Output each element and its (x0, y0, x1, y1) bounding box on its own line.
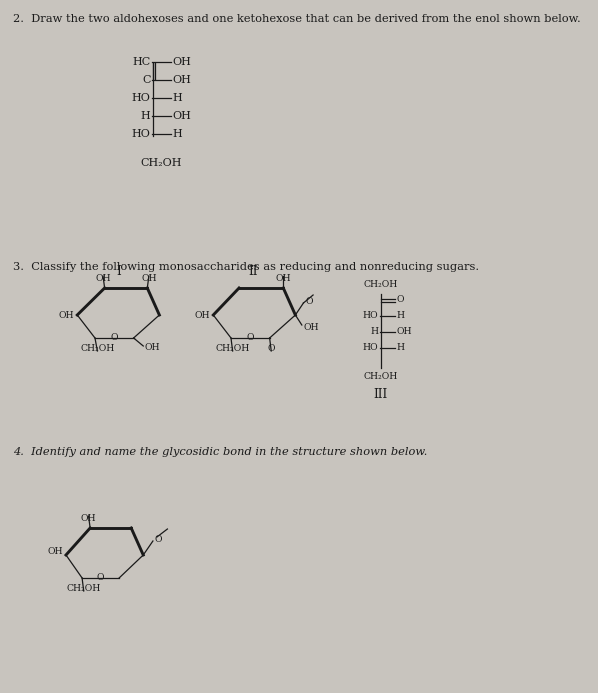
Text: OH: OH (59, 310, 74, 319)
Text: H: H (397, 311, 405, 320)
Text: OH: OH (397, 328, 413, 337)
Text: C: C (142, 75, 151, 85)
Text: CH₂OH: CH₂OH (364, 280, 398, 289)
Text: CH₂OH: CH₂OH (80, 344, 115, 353)
Text: OH: OH (172, 75, 191, 85)
Text: O: O (246, 333, 254, 342)
Text: O: O (397, 295, 404, 304)
Text: H: H (172, 129, 182, 139)
Text: OH: OH (95, 274, 111, 283)
Text: O: O (97, 574, 105, 583)
Text: H: H (370, 328, 379, 337)
Text: 4.  Identify and name the glycosidic bond in the structure shown below.: 4. Identify and name the glycosidic bond… (13, 447, 427, 457)
Text: 3.  Classify the following monosaccharides as reducing and nonreducing sugars.: 3. Classify the following monosaccharide… (13, 262, 479, 272)
Text: CH₂OH: CH₂OH (215, 344, 250, 353)
Text: O: O (111, 333, 118, 342)
Text: O: O (305, 297, 313, 306)
Text: 2.  Draw the two aldohexoses and one ketohexose that can be derived from the eno: 2. Draw the two aldohexoses and one keto… (13, 14, 581, 24)
Text: CH₂OH: CH₂OH (66, 584, 101, 593)
Text: CH₂OH: CH₂OH (364, 372, 398, 381)
Text: CH₂OH: CH₂OH (140, 158, 182, 168)
Text: I: I (117, 265, 121, 278)
Text: III: III (374, 388, 388, 401)
Text: HO: HO (132, 129, 151, 139)
Text: HO: HO (362, 344, 379, 353)
Text: OH: OH (172, 111, 191, 121)
Text: H: H (172, 93, 182, 103)
Text: OH: OH (276, 274, 291, 283)
Text: II: II (249, 265, 258, 278)
Text: HC: HC (132, 57, 151, 67)
Text: H: H (397, 344, 405, 353)
Text: O: O (154, 534, 162, 543)
Text: OH: OH (81, 514, 96, 523)
Text: OH: OH (145, 344, 160, 353)
Text: O: O (267, 344, 275, 353)
Text: H: H (141, 111, 151, 121)
Text: OH: OH (172, 57, 191, 67)
Text: HO: HO (362, 311, 379, 320)
Text: OH: OH (194, 310, 210, 319)
Text: HO: HO (132, 93, 151, 103)
Text: OH: OH (141, 274, 157, 283)
Text: OH: OH (47, 547, 63, 556)
Text: OH: OH (303, 322, 319, 331)
